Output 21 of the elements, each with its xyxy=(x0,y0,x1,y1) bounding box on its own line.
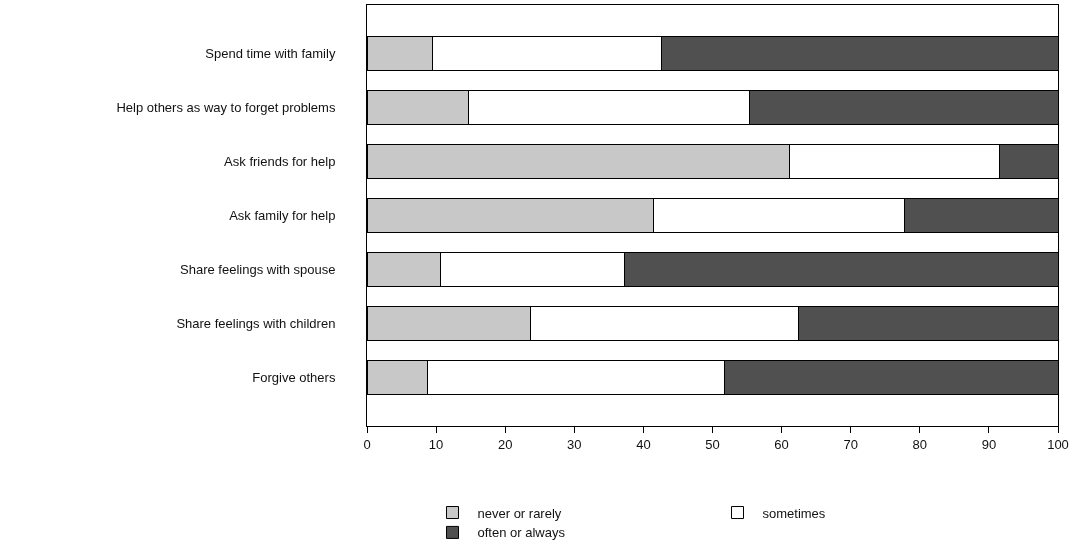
y-tick-label: Forgive others xyxy=(252,369,336,385)
x-tick-label: 90 xyxy=(981,436,997,452)
legend-label: sometimes xyxy=(762,505,826,521)
x-tick-label: 20 xyxy=(497,436,513,452)
y-tick-label: Share feelings with spouse xyxy=(180,262,336,278)
legend-label: often or always xyxy=(477,525,566,541)
x-tick-label: 70 xyxy=(843,436,858,452)
legend-label: never or rarely xyxy=(477,505,562,521)
x-tick-label: 10 xyxy=(428,436,444,452)
x-tick-label: 0 xyxy=(363,436,371,452)
x-tick-label: 60 xyxy=(774,436,789,452)
x-tick-label: 80 xyxy=(912,436,928,452)
y-tick-label: Spend time with family xyxy=(205,46,336,62)
x-tick-label: 40 xyxy=(636,436,651,452)
y-tick-label: Ask family for help xyxy=(229,208,336,224)
y-tick-label: Share feelings with children xyxy=(176,316,336,331)
x-tick-label: 100 xyxy=(1047,436,1069,452)
x-tick-label: 50 xyxy=(705,436,720,452)
y-tick-label: Help others as way to forget problems xyxy=(116,100,336,116)
x-tick-label: 30 xyxy=(567,436,582,452)
y-tick-label: Ask friends for help xyxy=(224,154,336,170)
